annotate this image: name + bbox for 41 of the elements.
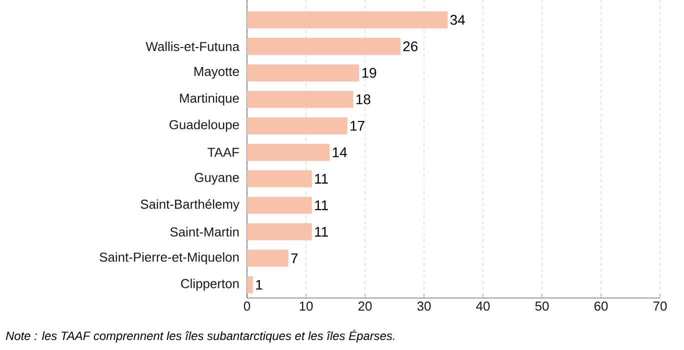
x-tick-label: 70 [653,302,667,311]
y-tick-label: Guadeloupe [170,120,239,132]
data-label: 7 [291,253,298,264]
data-label: 11 [315,174,328,184]
y-tick-label: Guyane [194,172,239,185]
x-tick-label: 0 [244,302,250,311]
data-label: 26 [403,41,418,52]
data-label: 11 [315,200,328,210]
x-tick-label: 50 [535,302,549,311]
bar [247,144,330,161]
y-tick-label: Martinique [180,93,239,106]
x-tick-label: 40 [476,302,490,311]
x-tick-label: 10 [300,302,313,311]
data-label: 1 [256,280,262,290]
bar [247,196,312,214]
text: Note : les TAAF comprennent les îles subantarctiques et les îles Éparses. [6,330,394,342]
data-label: 11 [315,226,328,237]
bar [247,170,312,188]
bar [247,117,348,134]
y-tick-label: Wallis-et-Futuna [146,42,240,52]
bar [247,90,354,108]
y-tick-label: Saint-Barthélemy [140,199,240,212]
x-tick-label: 60 [594,302,608,311]
x-tick-label: 30 [417,302,431,311]
data-label: 34 [450,14,465,25]
x-tick-label: 20 [358,302,372,311]
y-tick-label: Saint-Pierre-et-Miquelon [100,252,239,264]
bar [247,38,400,55]
data-label: 17 [350,121,364,131]
bar [247,250,288,267]
bar [247,276,253,294]
data-label: 19 [362,68,376,78]
y-tick-label: TAAF [208,148,239,157]
data-label: 18 [356,94,370,104]
y-tick-label: Clipperton [181,278,239,291]
bar [247,223,312,240]
bar [247,11,448,28]
y-tick-label: Mayotte [194,67,239,79]
y-tick-label: Saint-Martin [170,227,239,237]
bar [247,64,360,82]
data-label: 14 [332,148,347,158]
